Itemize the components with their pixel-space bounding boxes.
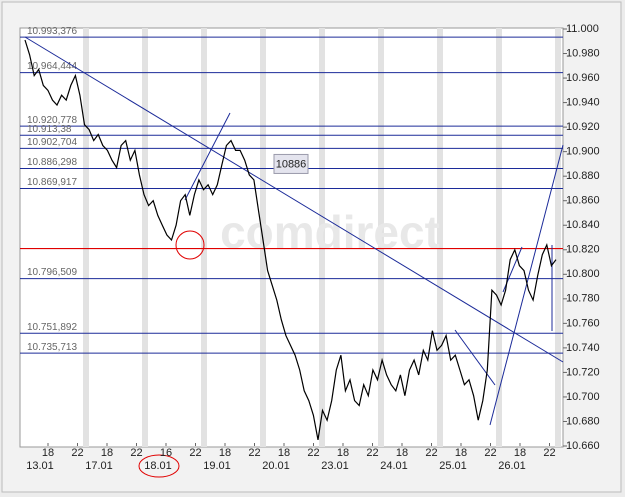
level-label: 10.886,298 xyxy=(27,157,77,168)
day-band xyxy=(83,28,89,447)
watermark: comdirect xyxy=(220,206,440,258)
level-label: 10.920,778 xyxy=(27,115,77,126)
date-label: 24.01 xyxy=(380,460,408,472)
hour-label: 18 xyxy=(337,447,349,459)
y-tick-label: 10.720 xyxy=(566,366,600,378)
axes: 13.01 17.01 18.01 19.01 20.01 23.01 24.01 25.01… xyxy=(26,23,599,472)
y-tick-label: 10.660 xyxy=(566,440,600,452)
date-label: 17.01 xyxy=(85,460,113,472)
y-tick-label: 10.780 xyxy=(566,293,600,305)
date-label: 20.01 xyxy=(262,460,290,472)
hour-label: 18 xyxy=(219,447,231,459)
y-tick-label: 10.820 xyxy=(566,244,600,256)
y-tick-label: 11.000 xyxy=(566,23,599,35)
hour-label: 18 xyxy=(514,447,526,459)
day-band xyxy=(496,28,502,447)
y-tick-label: 10.860 xyxy=(566,195,600,207)
y-tick-label: 10.700 xyxy=(566,391,600,403)
price-series xyxy=(24,39,557,441)
y-tick-label: 10.900 xyxy=(566,146,600,158)
hour-label: 18 xyxy=(455,447,467,459)
trend-lines xyxy=(24,36,564,426)
level-label: 10.902,704 xyxy=(27,137,77,148)
level-label: 10.735,713 xyxy=(27,342,77,353)
y-tick-label: 10.960 xyxy=(566,72,600,84)
highlight-circle xyxy=(175,230,205,260)
y-tick-label: 10.760 xyxy=(566,317,600,329)
price-line xyxy=(24,39,557,441)
hour-label: 22 xyxy=(543,447,555,459)
y-tick-label: 10.740 xyxy=(566,342,600,354)
day-band xyxy=(378,28,384,447)
date-label: 23.01 xyxy=(321,460,349,472)
hour-label: 22 xyxy=(130,447,142,459)
hour-label: 22 xyxy=(484,447,496,459)
y-tick-label: 10.840 xyxy=(566,219,600,231)
y-tick-label: 10.920 xyxy=(566,121,600,133)
day-band xyxy=(319,28,325,447)
level-label: 10.869,917 xyxy=(27,177,77,188)
plot-area xyxy=(19,27,564,448)
day-band xyxy=(201,28,207,447)
y-tick-label: 10.940 xyxy=(566,96,600,108)
trend-line xyxy=(24,36,564,363)
y-tick-label: 10.980 xyxy=(566,47,600,59)
level-label: 10.751,892 xyxy=(27,322,77,333)
level-label: 10.964,444 xyxy=(27,61,77,72)
y-tick-label: 10.800 xyxy=(566,268,600,280)
level-label: 10.993,376 xyxy=(27,26,77,37)
highlight-circle xyxy=(138,454,180,478)
day-band xyxy=(142,28,148,447)
annotation-box xyxy=(273,153,309,174)
date-label: 25.01 xyxy=(439,460,467,472)
day-band xyxy=(555,28,561,447)
hour-label: 22 xyxy=(425,447,437,459)
hour-label: 18 xyxy=(396,447,408,459)
level-label: 10.913,38 xyxy=(27,124,72,135)
annotation: 10886 xyxy=(276,158,307,170)
date-label: 13.01 xyxy=(26,460,54,472)
hour-label: 22 xyxy=(71,447,83,459)
day-band xyxy=(437,28,443,447)
date-label: 26.01 xyxy=(498,460,526,472)
hour-label: 22 xyxy=(307,447,319,459)
trend-line xyxy=(489,144,564,426)
trend-line xyxy=(454,329,496,386)
hour-label: 22 xyxy=(366,447,378,459)
hour-label: 22 xyxy=(248,447,260,459)
y-tick-label: 10.880 xyxy=(566,170,600,182)
trend-line xyxy=(184,112,231,201)
hour-label: 16 xyxy=(160,447,172,459)
hour-label: 18 xyxy=(101,447,113,459)
hour-label: 18 xyxy=(42,447,54,459)
y-tick-label: 10.680 xyxy=(566,415,600,427)
hour-label: 22 xyxy=(189,447,201,459)
hour-label: 18 xyxy=(278,447,290,459)
level-label: 10.796,509 xyxy=(27,267,77,278)
date-label: 18.01 xyxy=(144,460,172,472)
date-label: 19.01 xyxy=(203,460,231,472)
